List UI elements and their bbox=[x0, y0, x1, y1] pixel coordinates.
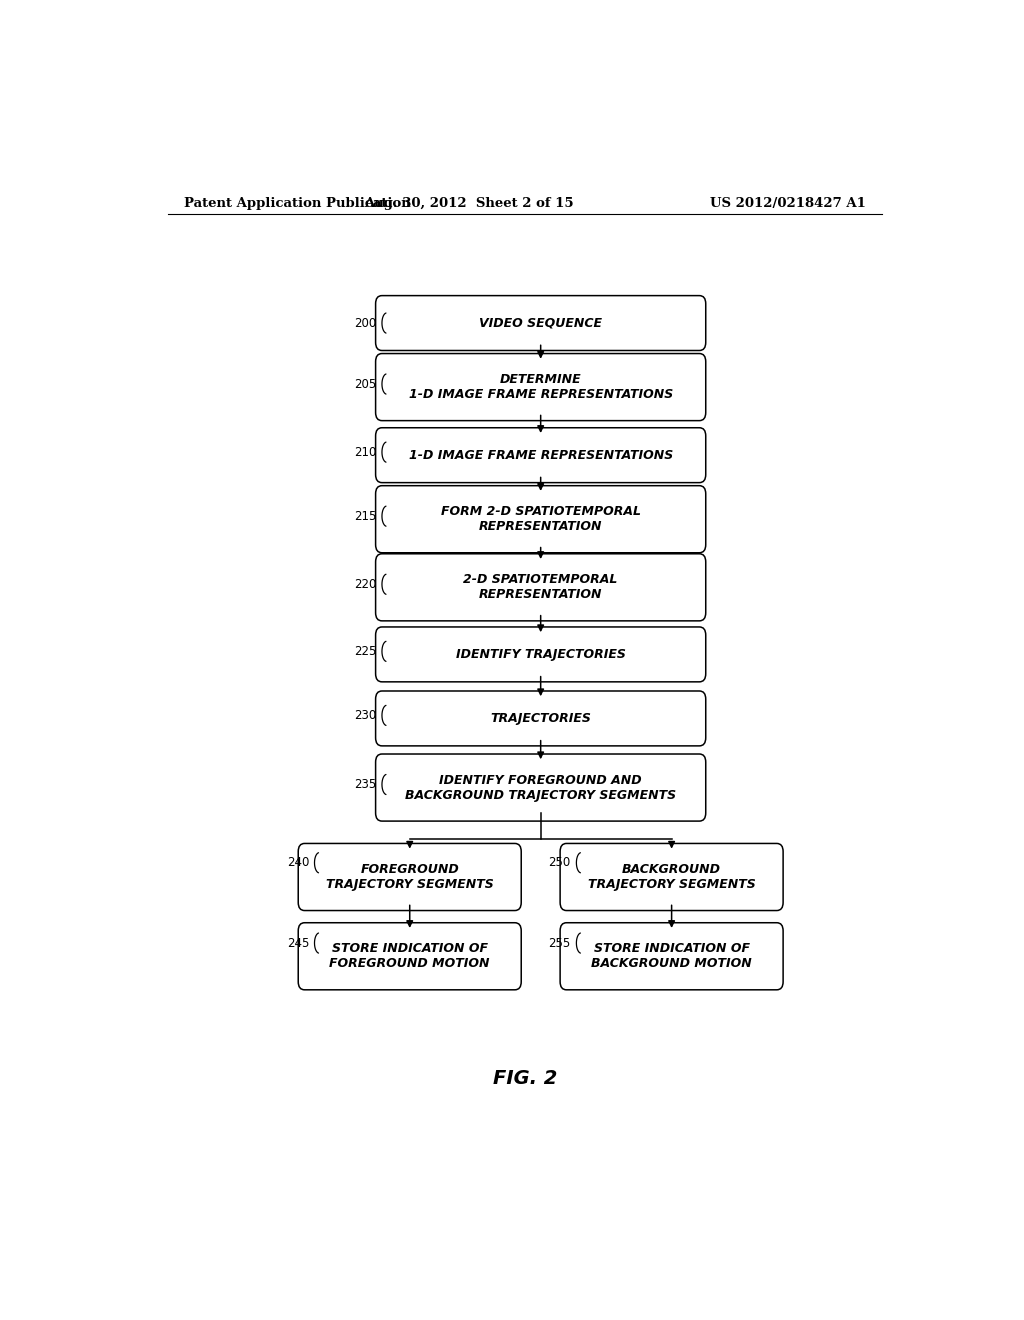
Text: 205: 205 bbox=[354, 378, 377, 391]
Text: 200: 200 bbox=[354, 317, 377, 330]
Text: STORE INDICATION OF
BACKGROUND MOTION: STORE INDICATION OF BACKGROUND MOTION bbox=[591, 942, 752, 970]
Text: 225: 225 bbox=[354, 645, 377, 657]
FancyBboxPatch shape bbox=[376, 354, 706, 421]
Text: STORE INDICATION OF
FOREGROUND MOTION: STORE INDICATION OF FOREGROUND MOTION bbox=[330, 942, 489, 970]
Text: 240: 240 bbox=[287, 857, 309, 870]
Text: 210: 210 bbox=[354, 446, 377, 458]
Text: 215: 215 bbox=[354, 510, 377, 523]
FancyBboxPatch shape bbox=[376, 754, 706, 821]
Text: Aug. 30, 2012  Sheet 2 of 15: Aug. 30, 2012 Sheet 2 of 15 bbox=[365, 197, 574, 210]
FancyBboxPatch shape bbox=[560, 923, 783, 990]
Text: FOREGROUND
TRAJECTORY SEGMENTS: FOREGROUND TRAJECTORY SEGMENTS bbox=[326, 863, 494, 891]
Text: DETERMINE
1-D IMAGE FRAME REPRESENTATIONS: DETERMINE 1-D IMAGE FRAME REPRESENTATION… bbox=[409, 374, 673, 401]
Text: 255: 255 bbox=[549, 937, 570, 949]
Text: 220: 220 bbox=[354, 578, 377, 591]
Text: BACKGROUND
TRAJECTORY SEGMENTS: BACKGROUND TRAJECTORY SEGMENTS bbox=[588, 863, 756, 891]
FancyBboxPatch shape bbox=[376, 690, 706, 746]
Text: 1-D IMAGE FRAME REPRESENTATIONS: 1-D IMAGE FRAME REPRESENTATIONS bbox=[409, 449, 673, 462]
Text: 245: 245 bbox=[287, 937, 309, 949]
FancyBboxPatch shape bbox=[376, 627, 706, 682]
Text: IDENTIFY FOREGROUND AND
BACKGROUND TRAJECTORY SEGMENTS: IDENTIFY FOREGROUND AND BACKGROUND TRAJE… bbox=[406, 774, 676, 801]
Text: TRAJECTORIES: TRAJECTORIES bbox=[490, 711, 591, 725]
Text: Patent Application Publication: Patent Application Publication bbox=[183, 197, 411, 210]
Text: FIG. 2: FIG. 2 bbox=[493, 1069, 557, 1088]
Text: 250: 250 bbox=[549, 857, 570, 870]
FancyBboxPatch shape bbox=[376, 296, 706, 351]
FancyBboxPatch shape bbox=[298, 843, 521, 911]
Text: US 2012/0218427 A1: US 2012/0218427 A1 bbox=[711, 197, 866, 210]
FancyBboxPatch shape bbox=[376, 554, 706, 620]
Text: 230: 230 bbox=[354, 709, 377, 722]
FancyBboxPatch shape bbox=[298, 923, 521, 990]
FancyBboxPatch shape bbox=[376, 428, 706, 483]
Text: 235: 235 bbox=[354, 777, 377, 791]
Text: 2-D SPATIOTEMPORAL
REPRESENTATION: 2-D SPATIOTEMPORAL REPRESENTATION bbox=[464, 573, 617, 602]
Text: FORM 2-D SPATIOTEMPORAL
REPRESENTATION: FORM 2-D SPATIOTEMPORAL REPRESENTATION bbox=[440, 506, 641, 533]
Text: IDENTIFY TRAJECTORIES: IDENTIFY TRAJECTORIES bbox=[456, 648, 626, 661]
Text: VIDEO SEQUENCE: VIDEO SEQUENCE bbox=[479, 317, 602, 330]
FancyBboxPatch shape bbox=[376, 486, 706, 553]
FancyBboxPatch shape bbox=[560, 843, 783, 911]
